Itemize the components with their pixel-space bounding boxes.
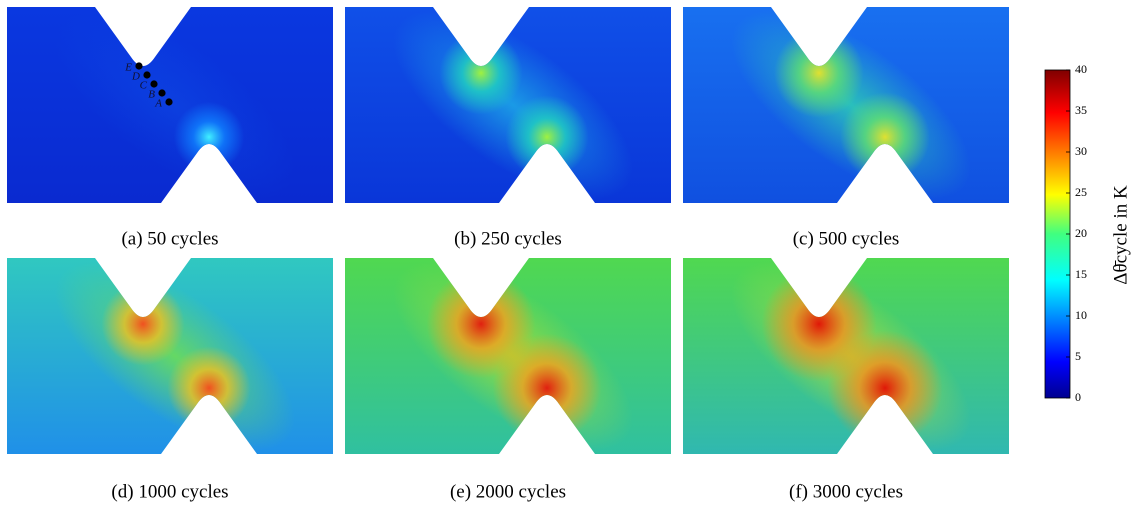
hotspot [505, 95, 589, 179]
probe-point [150, 80, 158, 88]
colorbar-tick-label: 0 [1075, 390, 1081, 404]
probe-point [135, 62, 143, 70]
panel-caption: (d) 1000 cycles [111, 481, 228, 502]
hotspot [840, 92, 930, 182]
hotspot [492, 333, 602, 443]
contour-panel [683, 258, 1009, 454]
probe-label: A [154, 98, 162, 110]
probe-label: C [140, 80, 148, 92]
colorbar-tick-label: 25 [1075, 185, 1087, 199]
probe-point [165, 98, 173, 106]
probe-label: D [131, 71, 140, 83]
colorbar-tick-label: 20 [1075, 226, 1087, 240]
hotspot [827, 330, 943, 446]
contour-panel [7, 258, 333, 454]
contour-panel [683, 7, 1009, 203]
contour-panel [345, 258, 671, 454]
colorbar [1044, 69, 1071, 399]
hotspot [173, 101, 245, 173]
hotspot [439, 31, 523, 115]
hotspot [101, 282, 185, 366]
colorbar-tick-label: 15 [1075, 267, 1087, 281]
panel-caption: (f) 3000 cycles [789, 481, 903, 502]
probe-label: E [124, 62, 132, 74]
probe-point [143, 71, 151, 79]
hotspot [774, 28, 864, 118]
hotspot [167, 346, 251, 430]
probe-label: B [148, 89, 155, 101]
colorbar-label: Δθ̄cycle in K [1110, 185, 1131, 285]
panel-caption: (c) 500 cycles [793, 228, 900, 249]
colorbar-tick-label: 40 [1075, 62, 1087, 76]
colorbar-tick-label: 30 [1075, 144, 1087, 158]
contour-panel [345, 7, 671, 203]
colorbar-tick-label: 10 [1075, 308, 1087, 322]
panel-caption: (e) 2000 cycles [450, 481, 566, 502]
colorbar-tick-label: 35 [1075, 103, 1087, 117]
panel-caption: (a) 50 cycles [121, 228, 218, 249]
panel-caption: (b) 250 cycles [454, 228, 562, 249]
probe-point [158, 89, 166, 97]
colorbar-tick-label: 5 [1075, 349, 1081, 363]
